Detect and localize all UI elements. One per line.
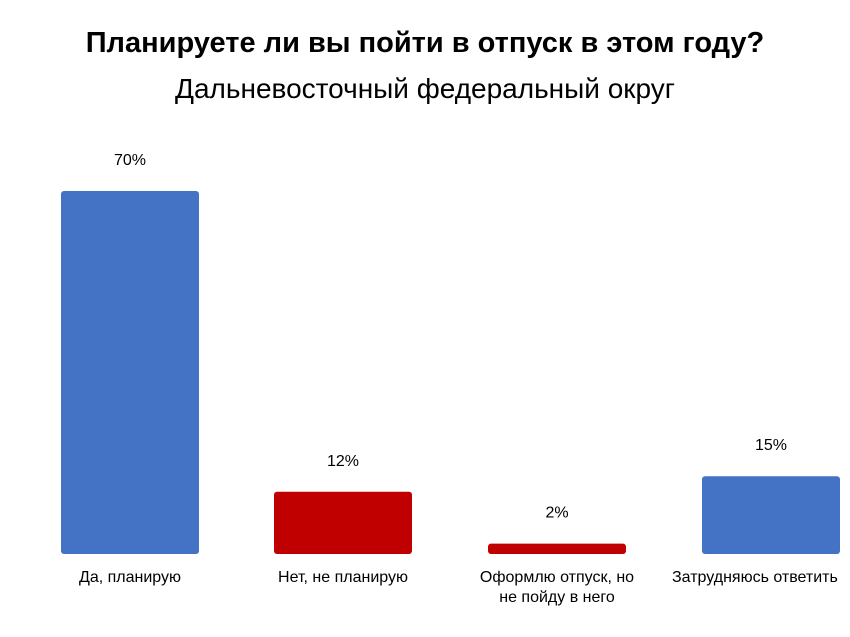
chart-title: Планируете ли вы пойти в отпуск в этом г… <box>85 27 765 59</box>
bar-4 <box>702 476 840 554</box>
chart-subtitle: Дальневосточный федеральный округ <box>175 73 675 104</box>
data-label-3: 2% <box>545 505 568 522</box>
bar-2 <box>274 491 412 554</box>
bar-3 <box>488 543 626 554</box>
category-label-4: Затрудняюсь ответить <box>672 569 838 586</box>
data-label-2: 12% <box>327 453 359 470</box>
bar-1 <box>61 191 199 554</box>
category-label-1: Да, планирую <box>79 569 181 586</box>
data-label-4: 15% <box>755 437 787 454</box>
category-label-3-line-2: не пойду в него <box>499 589 615 606</box>
data-label-1: 70% <box>114 152 146 169</box>
category-label-2: Нет, не планирую <box>278 569 408 586</box>
category-label-3-line-1: Оформлю отпуск, но <box>480 569 634 586</box>
